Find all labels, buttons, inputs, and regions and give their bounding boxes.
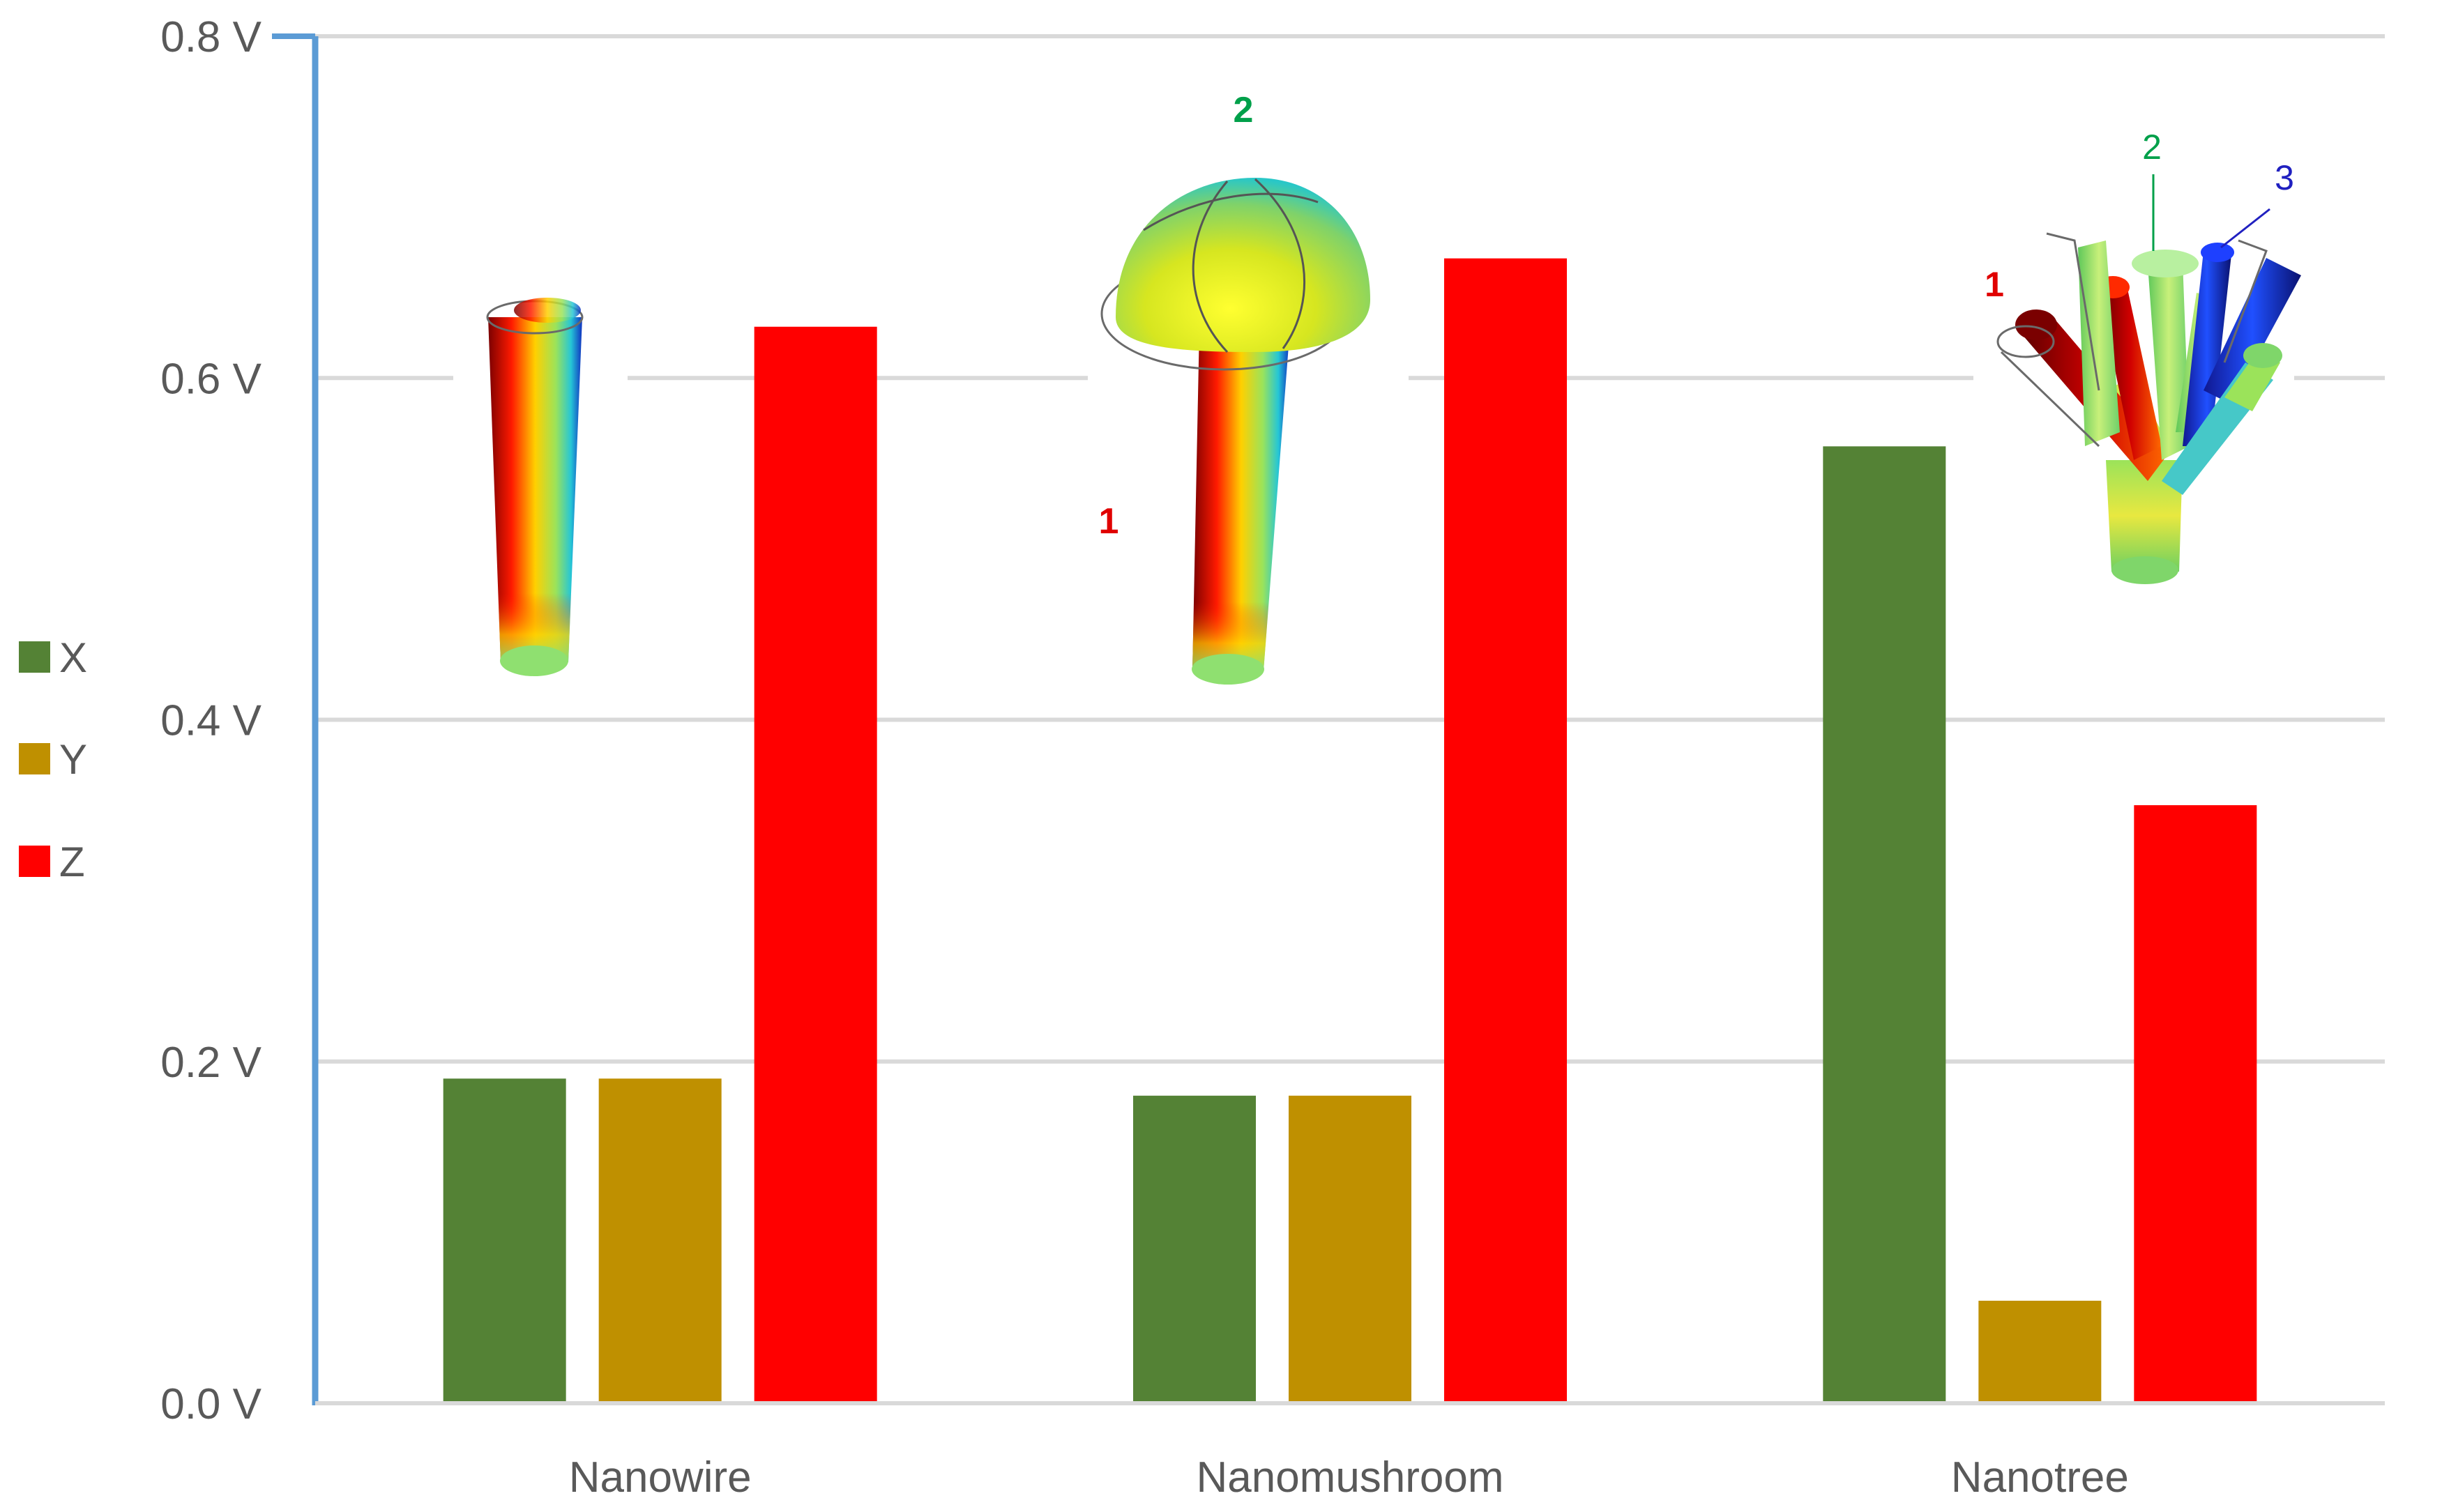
nanotree-inset: 1 2 3	[1973, 128, 2301, 600]
x-category-label: Nanomushroom	[1196, 1453, 1503, 1502]
axes	[272, 33, 2385, 1405]
nanotree-trunk	[2106, 460, 2183, 572]
bar-x-nanotree	[1823, 446, 1946, 1403]
legend-label-x: X	[59, 634, 87, 681]
legend: X Y Z	[19, 634, 87, 885]
x-axis-categories: Nanowire Nanomushroom Nanotree	[569, 1453, 2129, 1502]
nanomushroom-label-2: 2	[1234, 90, 1254, 130]
nanotree-branch-blue	[2183, 251, 2231, 446]
nanotree-label-1: 1	[1985, 265, 2004, 304]
bar-y-nanomushroom	[1289, 1095, 1411, 1403]
nanotree-branch-red-center	[2099, 286, 2162, 460]
legend-label-y: Y	[59, 736, 87, 783]
y-axis-ticks: 0.0 V 0.2 V 0.4 V 0.6 V 0.8 V	[160, 13, 261, 1428]
bar-z-nanomushroom	[1444, 258, 1567, 1404]
nanomushroom-label-1: 1	[1099, 501, 1119, 542]
legend-swatch-z	[19, 846, 50, 877]
nanomushroom-inset: 1 2	[1088, 90, 1409, 704]
x-category-label: Nanowire	[569, 1453, 752, 1502]
bar-z-nanotree	[2134, 805, 2257, 1403]
bar-x-nanomushroom	[1133, 1095, 1256, 1403]
bar-x-nanowire	[443, 1078, 566, 1403]
y-tick-label: 0.6 V	[160, 355, 261, 403]
legend-swatch-x	[19, 641, 50, 673]
nanowire-inset	[453, 298, 628, 690]
nanowire-base	[500, 646, 568, 676]
y-tick-label: 0.0 V	[160, 1380, 261, 1428]
bars	[443, 258, 2257, 1404]
legend-swatch-y	[19, 743, 50, 774]
y-tick-label: 0.4 V	[160, 697, 261, 745]
y-tick-label: 0.8 V	[160, 13, 261, 61]
nanotree-label-3: 3	[2275, 158, 2294, 197]
legend-label-z: Z	[59, 839, 85, 885]
x-category-label: Nanotree	[1951, 1453, 2129, 1502]
nanomushroom-cap	[1116, 178, 1370, 352]
bar-z-nanowire	[754, 326, 877, 1403]
y-tick-label: 0.2 V	[160, 1039, 261, 1087]
nanotree-leader-3	[2220, 208, 2270, 249]
bar-y-nanowire	[598, 1078, 722, 1403]
bar-y-nanotree	[1978, 1300, 2102, 1403]
nanotree-label-2: 2	[2142, 128, 2162, 167]
